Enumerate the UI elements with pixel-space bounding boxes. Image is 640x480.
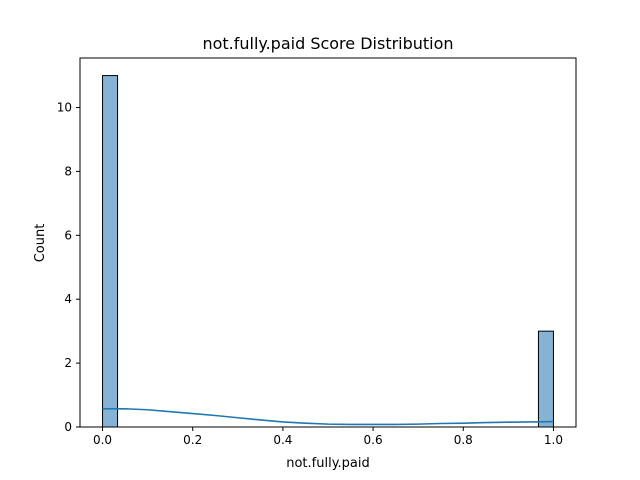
plot-area: 0.0 0.2 0.4 0.6 0.8 1.0 0 2 4 6 8 10 — [57, 57, 577, 447]
axes-frame — [79, 57, 577, 428]
chart-title: not.fully.paid Score Distribution — [202, 34, 453, 53]
kde-line — [102, 407, 554, 426]
y-tick-label: 8 — [64, 164, 72, 178]
y-axis-label: Count — [33, 224, 48, 263]
x-tick-label: 1.0 — [544, 433, 563, 447]
histogram-bar-1 — [537, 330, 554, 428]
x-tick-label: 0.4 — [273, 433, 292, 447]
x-axis-label: not.fully.paid — [286, 456, 370, 471]
x-tick-label: 0.2 — [183, 433, 202, 447]
histogram-bar-0 — [102, 75, 119, 428]
y-tick-label: 0 — [64, 420, 72, 434]
x-tick-label: 0.0 — [93, 433, 112, 447]
y-tick-label: 4 — [64, 292, 72, 306]
x-tick-label: 0.6 — [364, 433, 383, 447]
y-tick-label: 2 — [64, 356, 72, 370]
y-tick-label: 10 — [57, 101, 72, 115]
x-tick-label: 0.8 — [454, 433, 473, 447]
y-tick-label: 6 — [64, 228, 72, 242]
